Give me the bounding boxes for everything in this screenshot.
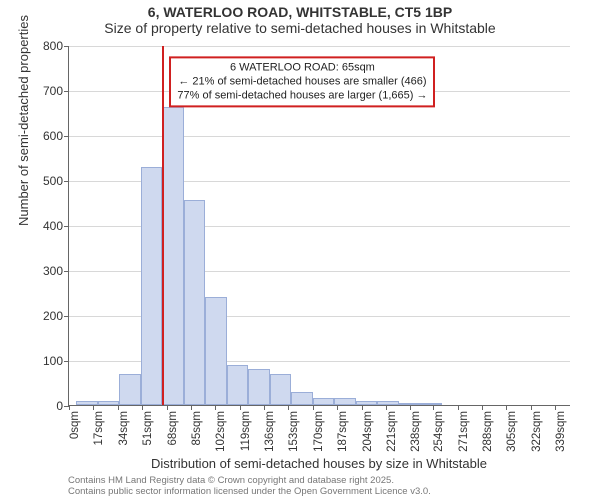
annotation-line2: ← 21% of semi-detached houses are smalle… [177,75,427,89]
x-tick-mark [458,405,459,410]
x-tick-label: 102sqm [215,411,227,452]
histogram-bar [270,374,292,406]
x-tick-mark [506,405,507,410]
x-tick-mark [93,405,94,410]
chart-title-line2: Size of property relative to semi-detach… [0,20,600,36]
x-tick-mark [215,405,216,410]
x-tick-label: 17sqm [93,411,105,446]
chart-title-block: 6, WATERLOO ROAD, WHITSTABLE, CT5 1BP Si… [0,0,600,36]
x-tick-label: 254sqm [433,411,445,452]
histogram-bar [227,365,249,406]
histogram-bar [98,401,120,405]
x-tick-label: 0sqm [69,411,81,439]
histogram-bar [377,401,399,406]
footer-attribution: Contains HM Land Registry data © Crown c… [68,476,431,498]
x-tick-mark [531,405,532,410]
annotation-line3: 77% of semi-detached houses are larger (… [177,89,427,103]
histogram-bar [141,167,163,406]
histogram-bar [162,107,184,405]
x-tick-label: 136sqm [264,411,276,452]
x-tick-label: 34sqm [118,411,130,446]
grid-line [69,136,570,137]
x-tick-mark [410,405,411,410]
histogram-bar [334,398,356,405]
histogram-bar [420,403,442,405]
histogram-bar [248,369,270,405]
x-tick-mark [313,405,314,410]
grid-line [69,46,570,47]
x-tick-mark [191,405,192,410]
x-tick-label: 170sqm [313,411,325,452]
chart-title-line1: 6, WATERLOO ROAD, WHITSTABLE, CT5 1BP [0,4,600,20]
footer-line2: Contains public sector information licen… [68,487,431,498]
x-tick-mark [337,405,338,410]
x-tick-mark [386,405,387,410]
x-tick-label: 322sqm [531,411,543,452]
histogram-bar [119,374,141,406]
x-tick-label: 339sqm [555,411,567,452]
x-tick-mark [482,405,483,410]
x-tick-label: 85sqm [191,411,203,446]
x-tick-label: 119sqm [240,411,252,451]
annotation-callout: 6 WATERLOO ROAD: 65sqm ← 21% of semi-det… [169,56,435,107]
x-tick-label: 153sqm [288,411,300,452]
x-tick-mark [555,405,556,410]
x-tick-mark [118,405,119,410]
histogram-bar [313,398,335,405]
x-tick-mark [69,405,70,410]
property-marker-line [162,46,164,405]
x-tick-label: 221sqm [386,411,398,452]
y-axis-title: Number of semi-detached properties [16,15,31,226]
x-tick-label: 51sqm [142,411,154,446]
x-tick-mark [288,405,289,410]
x-tick-label: 204sqm [362,411,374,452]
x-tick-label: 288sqm [482,411,494,452]
x-tick-label: 305sqm [506,411,518,452]
x-tick-mark [362,405,363,410]
chart-plot-area: 6 WATERLOO ROAD: 65sqm ← 21% of semi-det… [68,46,570,406]
histogram-bar [205,297,227,405]
histogram-bar [291,392,313,406]
x-tick-label: 271sqm [458,411,470,452]
x-tick-mark [167,405,168,410]
x-tick-mark [240,405,241,410]
x-tick-label: 68sqm [167,411,179,446]
x-tick-label: 187sqm [337,411,349,452]
x-tick-mark [433,405,434,410]
histogram-bar [399,403,421,405]
x-axis-title: Distribution of semi-detached houses by … [68,456,570,471]
histogram-bar [356,401,378,406]
x-tick-mark [142,405,143,410]
annotation-line1: 6 WATERLOO ROAD: 65sqm [177,61,427,75]
histogram-bar [184,200,206,405]
x-tick-label: 238sqm [410,411,422,452]
x-tick-mark [264,405,265,410]
histogram-bar [76,401,98,405]
